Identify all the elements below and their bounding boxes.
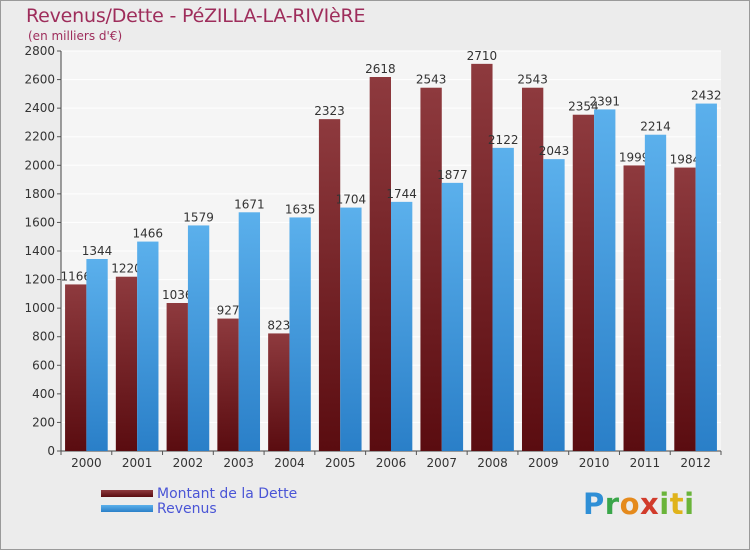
legend-swatch-debt bbox=[101, 490, 153, 497]
y-tick-label: 2600 bbox=[24, 73, 55, 87]
bar-debt bbox=[471, 63, 493, 451]
data-label-debt: 2618 bbox=[365, 62, 396, 76]
chart-subtitle: (en milliers d'€) bbox=[28, 29, 123, 43]
y-tick-label: 1400 bbox=[24, 244, 55, 258]
bar-revenue bbox=[137, 241, 159, 451]
y-tick-label: 0 bbox=[47, 444, 55, 458]
bar-debt bbox=[369, 77, 391, 451]
bar-debt bbox=[217, 318, 239, 451]
data-label-debt: 2543 bbox=[416, 73, 447, 87]
x-tick-label: 2007 bbox=[426, 456, 457, 470]
x-tick-label: 2006 bbox=[376, 456, 407, 470]
proxiti-logo: Proxiti bbox=[583, 487, 695, 521]
x-tick-label: 2011 bbox=[630, 456, 661, 470]
data-label-debt: 1999 bbox=[619, 150, 650, 164]
data-label-revenue: 2214 bbox=[640, 120, 671, 134]
data-label-revenue: 1671 bbox=[234, 197, 265, 211]
x-tick-label: 2009 bbox=[528, 456, 559, 470]
bar-debt bbox=[420, 87, 442, 451]
y-tick-label: 1800 bbox=[24, 187, 55, 201]
bar-revenue bbox=[86, 259, 108, 451]
y-tick-label: 200 bbox=[32, 415, 55, 429]
data-label-debt: 2354 bbox=[568, 100, 599, 114]
legend-label-debt: Montant de la Dette bbox=[157, 486, 298, 502]
y-tick-label: 1000 bbox=[24, 301, 55, 315]
bar-revenue bbox=[391, 201, 413, 451]
bar-debt bbox=[623, 165, 645, 451]
bar-debt bbox=[268, 333, 290, 451]
bar-debt bbox=[166, 303, 188, 451]
data-label-revenue: 1877 bbox=[437, 168, 468, 182]
y-tick-label: 2000 bbox=[24, 158, 55, 172]
data-label-revenue: 2391 bbox=[589, 94, 620, 108]
x-tick-label: 2002 bbox=[173, 456, 204, 470]
y-tick-label: 1600 bbox=[24, 215, 55, 229]
data-label-debt: 2323 bbox=[314, 104, 345, 118]
x-tick-label: 2001 bbox=[122, 456, 153, 470]
bar-revenue bbox=[187, 225, 210, 451]
chart-title: Revenus/Dette - PéZILLA-LA-RIVIèRE bbox=[26, 5, 366, 27]
y-tick-label: 400 bbox=[32, 387, 55, 401]
bar-debt bbox=[521, 87, 544, 451]
bar-revenue bbox=[594, 109, 616, 451]
x-tick-label: 2004 bbox=[274, 456, 305, 470]
data-label-debt: 1220 bbox=[111, 262, 142, 276]
data-label-debt: 1036 bbox=[162, 288, 193, 302]
legend-swatch-revenue bbox=[101, 505, 153, 512]
bar-revenue bbox=[238, 212, 261, 451]
x-tick-label: 2003 bbox=[223, 456, 254, 470]
data-label-debt: 1166 bbox=[60, 269, 91, 283]
data-label-revenue: 1466 bbox=[133, 227, 164, 241]
y-tick-label: 2800 bbox=[24, 44, 55, 58]
y-tick-label: 2200 bbox=[24, 130, 55, 144]
bar-debt bbox=[572, 114, 595, 451]
data-label-debt: 2710 bbox=[467, 49, 498, 63]
bar-debt bbox=[115, 276, 138, 451]
data-label-debt: 2543 bbox=[517, 73, 548, 87]
bar-revenue bbox=[289, 217, 311, 451]
x-tick-label: 2005 bbox=[325, 456, 356, 470]
bar-revenue bbox=[441, 182, 464, 451]
bar-revenue bbox=[543, 159, 565, 451]
data-label-revenue: 1579 bbox=[183, 210, 214, 224]
y-tick-label: 2400 bbox=[24, 101, 55, 115]
bar-debt bbox=[674, 167, 696, 452]
x-tick-label: 2010 bbox=[579, 456, 610, 470]
x-tick-label: 2008 bbox=[477, 456, 508, 470]
data-label-revenue: 1344 bbox=[82, 244, 113, 258]
x-tick-label: 2000 bbox=[71, 456, 102, 470]
bar-revenue bbox=[644, 134, 667, 451]
data-label-revenue: 2122 bbox=[488, 133, 519, 147]
data-label-revenue: 1635 bbox=[285, 202, 316, 216]
data-label-revenue: 2432 bbox=[691, 89, 722, 103]
data-label-debt: 1984 bbox=[670, 153, 701, 167]
y-tick-label: 800 bbox=[32, 330, 55, 344]
data-label-debt: 823 bbox=[267, 318, 290, 332]
x-tick-label: 2012 bbox=[680, 456, 711, 470]
data-label-revenue: 1744 bbox=[386, 187, 417, 201]
bar-revenue bbox=[695, 103, 717, 452]
data-label-revenue: 1704 bbox=[336, 193, 367, 207]
bar-revenue bbox=[340, 207, 362, 451]
data-label-revenue: 2043 bbox=[539, 144, 570, 158]
bar-debt bbox=[65, 284, 87, 451]
legend-label-revenue: Revenus bbox=[157, 501, 217, 517]
bar-revenue bbox=[492, 147, 514, 451]
data-label-debt: 927 bbox=[217, 304, 240, 318]
y-tick-label: 1200 bbox=[24, 273, 55, 287]
bar-debt bbox=[318, 119, 341, 452]
y-tick-label: 600 bbox=[32, 358, 55, 372]
